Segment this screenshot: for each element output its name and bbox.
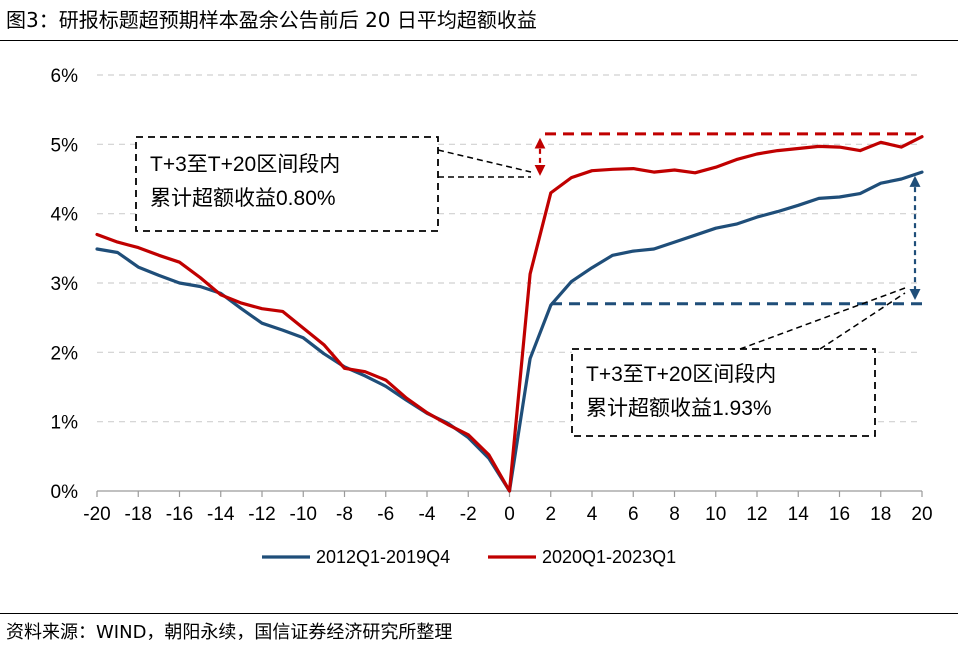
x-tick-label: 4 bbox=[587, 504, 598, 525]
y-tick-label: 3% bbox=[51, 274, 79, 295]
title-divider bbox=[0, 40, 958, 41]
series-line-2020q1-2023q1 bbox=[95, 135, 924, 493]
y-tick-label: 6% bbox=[51, 66, 79, 87]
x-tick-label: -10 bbox=[290, 504, 317, 525]
x-tick-label: 6 bbox=[628, 504, 639, 525]
x-tick-label: -8 bbox=[336, 504, 353, 525]
x-tick-label: 16 bbox=[829, 504, 850, 525]
x-tick-label: 10 bbox=[705, 504, 726, 525]
x-tick-label: -20 bbox=[83, 504, 110, 525]
x-tick-label: 2 bbox=[545, 504, 556, 525]
x-tick-label: 14 bbox=[788, 504, 810, 525]
y-tick-label: 1% bbox=[51, 413, 79, 434]
x-tick-label: -4 bbox=[419, 504, 436, 525]
legend-label: 2012Q1-2019Q4 bbox=[316, 547, 450, 567]
leader-line bbox=[819, 292, 906, 350]
x-tick-label: 18 bbox=[870, 504, 891, 525]
annotation-box-blue bbox=[571, 348, 876, 437]
line-chart: 0%1%2%3%4%5%6%-20 -18 -16 -14 -12 -10 -8 -6 -4 -2… bbox=[51, 66, 933, 567]
x-tick-label: -14 bbox=[207, 504, 235, 525]
x-tick-label: -2 bbox=[460, 504, 477, 525]
leader-line bbox=[437, 149, 532, 173]
x-tick-label: 20 bbox=[911, 504, 932, 525]
source-note: 资料来源：WIND，朝阳永续，国信证券经济研究所整理 bbox=[6, 622, 453, 643]
annotation-text: 累计超额收益1.93% bbox=[586, 397, 772, 420]
annotation-box-red bbox=[135, 136, 439, 232]
x-tick-label: 12 bbox=[746, 504, 767, 525]
leader-line bbox=[739, 287, 906, 350]
y-tick-label: 2% bbox=[51, 343, 79, 364]
x-tick-label: -16 bbox=[166, 504, 193, 525]
annotation-text: T+3至T+20区间段内 bbox=[150, 153, 340, 176]
x-tick-label: 0 bbox=[504, 504, 515, 525]
x-tick-label: 8 bbox=[669, 504, 680, 525]
y-tick-label: 5% bbox=[51, 135, 79, 156]
y-tick-label: 0% bbox=[51, 482, 79, 503]
x-tick-label: -6 bbox=[377, 504, 394, 525]
figure-title: 图3：研报标题超预期样本盈余公告前后 20 日平均超额收益 bbox=[6, 8, 537, 32]
annotation-text: T+3至T+20区间段内 bbox=[586, 363, 776, 386]
y-tick-label: 4% bbox=[51, 205, 79, 226]
x-tick-label: -12 bbox=[248, 504, 275, 525]
x-tick-label: -18 bbox=[125, 504, 152, 525]
annotation-text: 累计超额收益0.80% bbox=[150, 187, 336, 210]
source-divider bbox=[0, 613, 958, 614]
legend-label: 2020Q1-2023Q1 bbox=[542, 547, 676, 567]
